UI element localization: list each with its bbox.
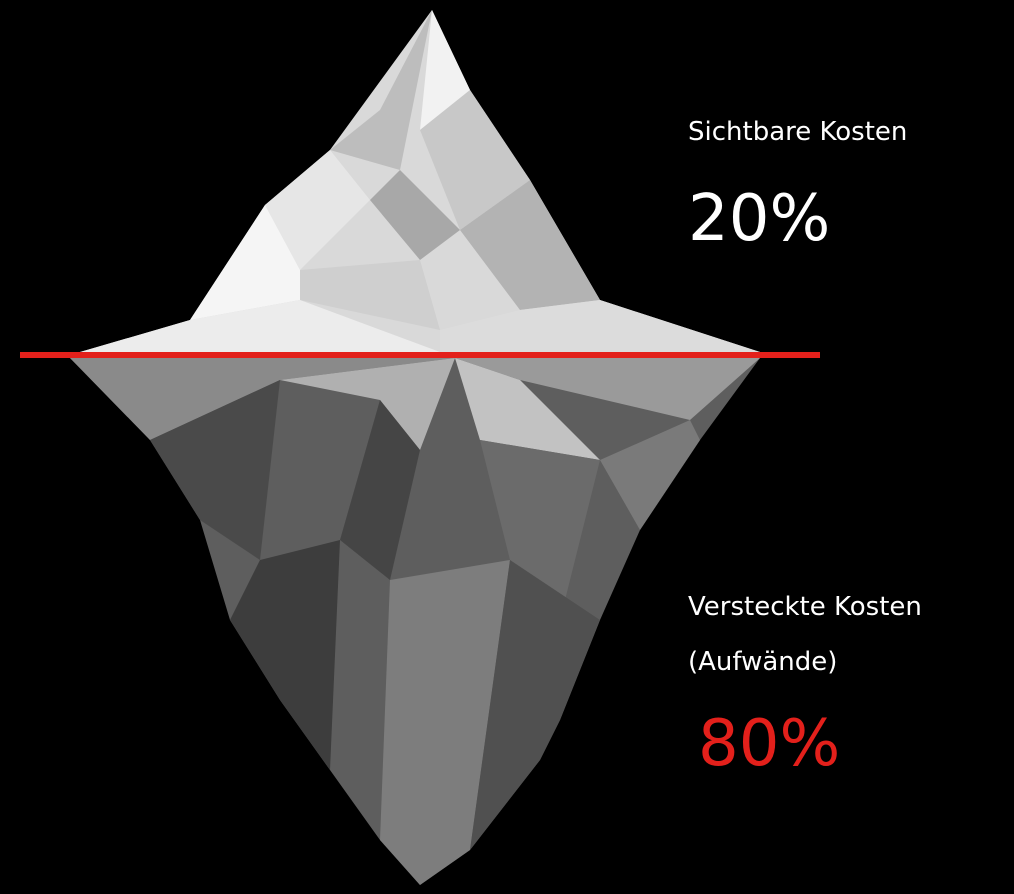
- hidden-label: Versteckte Kosten: [688, 592, 922, 622]
- visible-label: Sichtbare Kosten: [688, 117, 907, 147]
- visible-share: 20%: [688, 182, 830, 256]
- hidden-note: (Aufwände): [688, 647, 837, 677]
- iceberg-slide: Sichtbare Kosten 20% Versteckte Kosten (…: [0, 0, 1014, 894]
- hidden-share: 80%: [698, 707, 840, 781]
- page: {"visible": {"label": "Sichtbare Kosten"…: [0, 0, 1014, 894]
- page-body: Sichtbare Kosten 20% Versteckte Kosten (…: [0, 0, 1014, 894]
